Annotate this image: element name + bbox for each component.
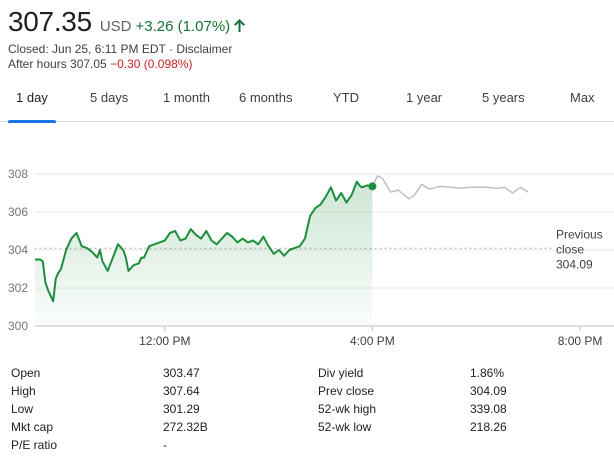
stat-label-52wk-high: 52-wk high [318, 402, 377, 416]
stat-value-mkt-cap: 272.32B [163, 420, 208, 434]
tab-1-day[interactable]: 1 day [16, 90, 48, 105]
stat-value-52wk-high: 339.08 [470, 402, 507, 416]
tab-6-months[interactable]: 6 months [239, 90, 293, 105]
chart-svg: 308 306 304 302 300 12:00 PM 4:00 PM 8:00 PM Pre… [8, 167, 614, 348]
tab-5-days[interactable]: 5 days [90, 90, 129, 105]
prev-close-label: close [556, 242, 584, 256]
stat-label-open: Open [11, 366, 41, 380]
after-hours-price: After hours 307.05 [8, 57, 111, 71]
price-chart[interactable]: 308 306 304 302 300 12:00 PM 4:00 PM 8:00 PM Pre… [0, 145, 614, 365]
prev-close-value: 304.09 [556, 257, 593, 271]
stat-label-prev-close: Prev close [318, 384, 375, 398]
stat-row-div-yield: Div yield 1.86% [318, 366, 518, 384]
x-tick-label: 4:00 PM [350, 334, 395, 348]
prev-close-label: Previous [556, 227, 603, 241]
stat-row-prev-close: Prev close 304.09 [318, 384, 518, 402]
stat-row-52wk-low: 52-wk low 218.26 [318, 420, 518, 438]
stat-label-pe-ratio: P/E ratio [11, 438, 58, 452]
stat-label-low: Low [11, 402, 34, 416]
y-tick-label: 302 [8, 281, 28, 295]
regular-session-fill [35, 181, 373, 326]
stat-row-mkt-cap: Mkt cap 272.32B [11, 420, 211, 438]
stat-row-open: Open 303.47 [11, 366, 211, 384]
quote-header: 307.35 USD +3.26 (1.07%) [8, 6, 246, 38]
after-hours-status: After hours 307.05 −0.30 (0.098%) [8, 57, 192, 71]
current-price: 307.35 [8, 6, 92, 37]
active-tab-indicator [8, 120, 56, 123]
after-hours-line [371, 175, 529, 200]
y-tick-label: 304 [8, 243, 28, 257]
range-tabs: 1 day 5 days 1 month 6 months YTD 1 year… [0, 82, 614, 123]
stat-value-high: 307.64 [163, 384, 200, 398]
currency-label: USD [99, 18, 132, 35]
disclaimer-link[interactable]: Disclaimer [176, 42, 233, 56]
after-hours-change: −0.30 (0.098%) [110, 57, 193, 71]
stat-value-pe-ratio: - [163, 438, 167, 452]
tab-1-year[interactable]: 1 year [406, 90, 443, 105]
tab-ytd[interactable]: YTD [333, 90, 359, 105]
arrow-up-icon [234, 19, 246, 37]
stat-label-high: High [11, 384, 36, 398]
stat-label-52wk-low: 52-wk low [318, 420, 372, 434]
price-change: +3.26 (1.07%) [135, 18, 231, 35]
stat-label-div-yield: Div yield [318, 366, 364, 380]
stat-value-prev-close: 304.09 [470, 384, 507, 398]
regular-session-line [35, 180, 373, 303]
y-tick-label: 300 [8, 319, 28, 333]
tab-max[interactable]: Max [570, 90, 595, 105]
stat-row-pe-ratio: P/E ratio - [11, 438, 211, 456]
stat-label-mkt-cap: Mkt cap [11, 420, 54, 434]
stat-value-open: 303.47 [163, 366, 200, 380]
stat-row-52wk-high: 52-wk high 339.08 [318, 402, 518, 420]
tab-5-years[interactable]: 5 years [482, 90, 525, 105]
x-tick-label: 8:00 PM [558, 334, 603, 348]
closed-status: Closed: Jun 25, 6:11 PM EDT · Disclaimer [8, 42, 232, 56]
y-tick-label: 306 [8, 205, 28, 219]
x-tick-label: 12:00 PM [139, 334, 190, 348]
stat-value-low: 301.29 [163, 402, 200, 416]
stat-value-52wk-low: 218.26 [470, 420, 507, 434]
stat-row-low: Low 301.29 [11, 402, 211, 420]
stat-row-high: High 307.64 [11, 384, 211, 402]
closed-time: Closed: Jun 25, 6:11 PM EDT · [8, 42, 177, 56]
y-tick-label: 308 [8, 167, 28, 181]
last-price-marker [368, 182, 377, 191]
tab-1-month[interactable]: 1 month [163, 90, 210, 105]
stat-value-div-yield: 1.86% [470, 366, 505, 380]
